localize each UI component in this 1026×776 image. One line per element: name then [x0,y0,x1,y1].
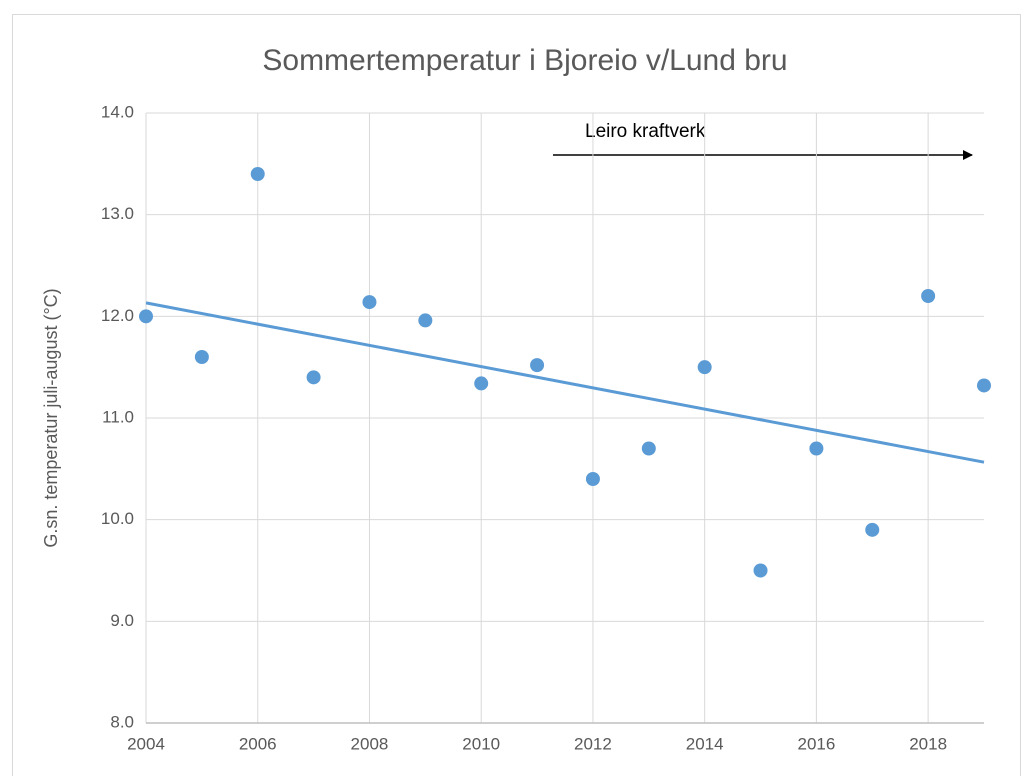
y-tick-label: 11.0 [102,407,134,426]
point [977,378,991,393]
x-tick-label: 2018 [909,734,947,753]
point [250,167,265,181]
y-tick-label: 9.0 [110,611,134,630]
point [753,563,768,578]
point [697,360,712,375]
x-tick-label: 2012 [574,734,612,753]
point [530,358,545,373]
x-tick-label: 2014 [686,734,724,753]
annotation: Leiro kraftverk [585,121,706,142]
point [418,313,433,328]
y-tick-label: 10.0 [101,509,134,528]
x-tick-label: 2004 [127,734,165,753]
chart-title: Sommertemperatur i Bjoreio v/Lund bru [262,44,787,77]
point [809,441,824,456]
trendline [145,301,985,464]
point [474,376,489,391]
y-tick-label: 8.0 [110,712,134,731]
x-tick-label: 2008 [351,734,389,753]
point [641,441,656,456]
point [865,522,880,537]
y-tick-label: 13.0 [101,204,134,223]
point [921,289,936,303]
point [139,309,153,324]
point [585,472,600,486]
point [362,295,377,310]
y-tick-label: 12.0 [101,306,134,325]
y-tick-label: 14.0 [101,102,134,121]
x-tick-label: 2006 [239,734,277,753]
chart-border [12,14,1021,776]
point [194,350,209,364]
x-tick-label: 2016 [797,734,835,753]
y-axis-label: G.sn. temperatur juli-august (°C) [41,288,61,547]
x-tick-label: 2010 [462,734,500,753]
point [306,370,321,385]
